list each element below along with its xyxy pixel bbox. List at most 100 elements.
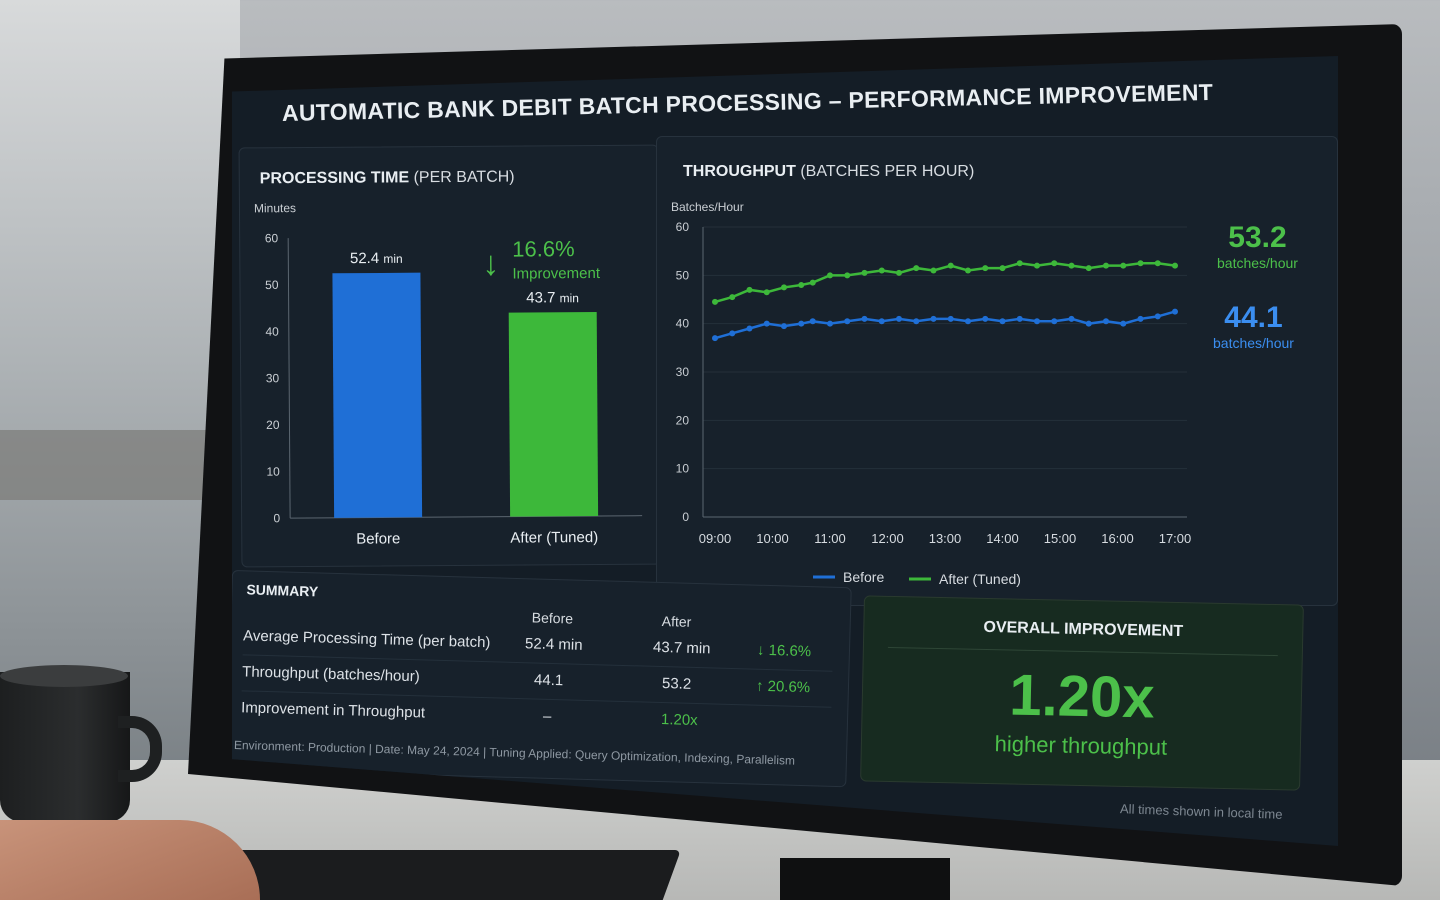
- summary-row-after: 53.2: [661, 675, 692, 693]
- summary-row-before: –: [542, 707, 552, 725]
- summary-row-delta: ↑ 20.6%: [755, 677, 811, 697]
- data-point-after: [1068, 262, 1075, 269]
- data-point-before: [982, 315, 989, 322]
- y-tick-label: 10: [266, 465, 280, 479]
- data-point-before: [1154, 313, 1161, 320]
- summary-row-label: Average Processing Time (per batch): [242, 627, 491, 652]
- x-tick-label: 12:00: [871, 531, 904, 546]
- x-tick-label: 09:00: [699, 531, 732, 546]
- processing-time-title: PROCESSING TIME (PER BATCH): [260, 169, 515, 189]
- coffee-mug-rim: [0, 665, 128, 687]
- x-tick-label: 14:00: [986, 531, 1019, 546]
- data-point-after: [844, 272, 851, 279]
- series-line-after: [714, 261, 1176, 304]
- summary-title: SUMMARY: [246, 581, 319, 600]
- improvement-label: Improvement: [512, 265, 600, 283]
- data-point-after: [827, 272, 833, 279]
- throughput-panel: THROUGHPUT (BATCHES PER HOUR) Batches/Ho…: [656, 136, 1338, 606]
- data-point-after: [1154, 260, 1161, 267]
- data-point-before: [930, 315, 937, 322]
- dashboard-title: AUTOMATIC BANK DEBIT BATCH PROCESSING – …: [281, 78, 1214, 126]
- bar-value-label: 52.4 min: [350, 250, 403, 267]
- bar-category-label: Before: [356, 530, 400, 547]
- summary-col-before: Before: [531, 609, 574, 627]
- bar-after: [508, 312, 599, 517]
- y-tick-label: 40: [265, 325, 279, 339]
- throughput-title-sub: (BATCHES PER HOUR): [800, 163, 975, 180]
- overall-divider: [887, 646, 1278, 657]
- data-point-before: [913, 318, 920, 325]
- summary-row-label: Improvement in Throughput: [240, 699, 426, 722]
- y-tick-label: 40: [676, 317, 690, 331]
- data-point-after: [982, 265, 989, 272]
- data-point-after: [1172, 262, 1178, 269]
- data-point-before: [965, 318, 971, 325]
- data-point-before: [781, 323, 787, 330]
- data-point-after: [763, 289, 770, 296]
- coffee-mug: [0, 672, 130, 822]
- throughput-legend: Before After (Tuned): [813, 569, 1021, 587]
- data-point-after: [1034, 262, 1040, 269]
- data-point-before: [1120, 320, 1127, 327]
- y-tick-label: 30: [676, 365, 690, 379]
- data-point-before: [861, 315, 868, 322]
- y-tick-label: 60: [676, 220, 690, 234]
- data-point-before: [746, 325, 753, 332]
- monitor-screen: AUTOMATIC BANK DEBIT BATCH PROCESSING – …: [232, 56, 1338, 846]
- data-point-after: [999, 265, 1006, 272]
- processing-y-axis-label: Minutes: [254, 201, 296, 215]
- x-tick-label: 10:00: [756, 531, 789, 546]
- data-point-before: [1172, 308, 1178, 315]
- data-point-after: [1085, 265, 1092, 272]
- data-point-after: [1051, 260, 1058, 267]
- x-tick-label: 17:00: [1159, 531, 1192, 546]
- processing-time-title-sub: (PER BATCH): [413, 168, 515, 187]
- timezone-note: All times shown in local time: [1119, 801, 1283, 822]
- improvement-percent: 16.6%: [512, 236, 575, 261]
- data-point-before: [896, 315, 902, 322]
- x-tick-label: 11:00: [814, 531, 846, 546]
- summary-row-after: 1.20x: [660, 711, 698, 730]
- data-point-after: [1120, 262, 1127, 269]
- overall-improvement-title: OVERALL IMPROVEMENT: [983, 618, 1184, 641]
- legend-after-label: After (Tuned): [939, 571, 1021, 587]
- x-tick-label: 13:00: [929, 531, 962, 546]
- y-tick-label: 0: [273, 511, 280, 525]
- legend-before-label: Before: [843, 569, 884, 585]
- overall-improvement-value: 1.20x: [1008, 662, 1156, 731]
- y-tick-label: 50: [676, 268, 690, 282]
- data-point-before: [798, 320, 805, 327]
- processing-time-title-main: PROCESSING TIME: [259, 169, 410, 188]
- data-point-before: [1051, 318, 1058, 325]
- summary-row-after: 43.7 min: [652, 638, 711, 658]
- processing-time-panel: PROCESSING TIME (PER BATCH) Minutes 0 10 2…: [238, 144, 662, 568]
- y-tick-label: 60: [265, 231, 279, 245]
- data-point-after: [965, 267, 971, 274]
- data-point-after: [947, 262, 954, 269]
- throughput-y-axis-label: Batches/Hour: [671, 200, 744, 214]
- bar-value-label: 43.7 min: [526, 289, 579, 306]
- throughput-chart: Batches/Hour 0 10 20 30 40 50 60 09:00 10:00 11:0…: [671, 200, 1192, 587]
- data-point-after: [712, 298, 718, 305]
- after-throughput-value: 53.2: [1228, 221, 1287, 254]
- bar-before: [332, 272, 423, 518]
- summary-row-label: Throughput (batches/hour): [241, 663, 420, 686]
- before-throughput-value: 44.1: [1224, 301, 1283, 334]
- overall-improvement-panel: OVERALL IMPROVEMENT 1.20x higher through…: [860, 595, 1304, 791]
- bar-category-label: After (Tuned): [510, 529, 598, 547]
- y-tick-label: 10: [676, 462, 690, 476]
- after-throughput-unit: batches/hour: [1217, 255, 1298, 271]
- data-point-after: [1016, 260, 1023, 267]
- summary-row-before: 52.4 min: [524, 635, 583, 654]
- data-point-before: [1103, 318, 1109, 325]
- data-point-after: [896, 269, 902, 276]
- y-tick-label: 20: [266, 418, 280, 432]
- before-throughput-callout: 44.1 batches/hour: [1213, 301, 1294, 351]
- data-point-before: [712, 335, 718, 342]
- data-point-before: [947, 315, 954, 322]
- summary-col-after: After: [661, 613, 692, 630]
- data-point-after: [878, 267, 885, 274]
- improvement-badge: ↓ 16.6% Improvement: [482, 236, 601, 283]
- data-point-after: [781, 284, 787, 291]
- data-point-after: [809, 279, 816, 286]
